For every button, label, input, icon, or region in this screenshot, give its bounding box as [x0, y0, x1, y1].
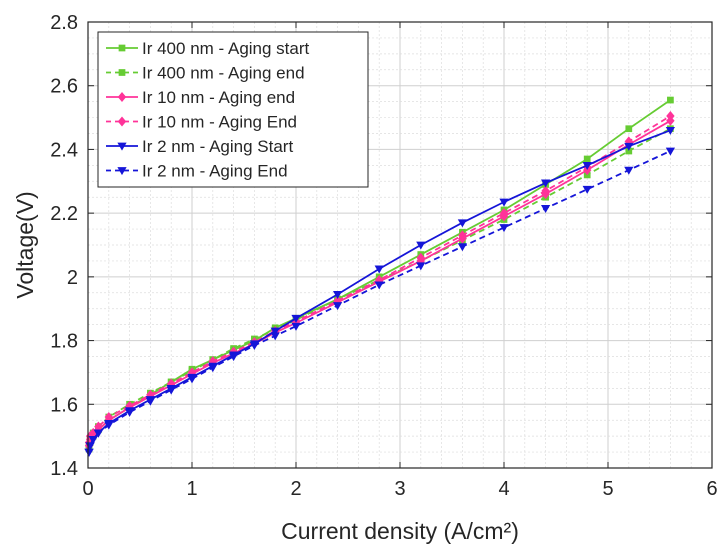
data-point [624, 142, 634, 151]
data-point [332, 291, 343, 299]
series-6 [84, 147, 676, 457]
data-point [416, 252, 425, 263]
data-point [94, 421, 103, 432]
data-point [270, 327, 280, 336]
legend-item: Ir 10 nm - Aging End [106, 113, 297, 132]
data-point [582, 161, 592, 170]
y-tick-label: 2.4 [50, 139, 78, 161]
legend-marker [117, 91, 127, 103]
series-layer [84, 96, 676, 457]
series-line [88, 115, 671, 443]
data-point [625, 147, 633, 155]
legend-label: Ir 400 nm - Aging start [142, 39, 310, 58]
data-point [88, 435, 98, 444]
data-point [499, 198, 509, 207]
x-tick-label: 1 [186, 478, 197, 500]
legend-label: Ir 400 nm - Aging end [142, 64, 305, 83]
data-point [582, 185, 592, 194]
data-point [270, 332, 280, 341]
legend-item: Ir 10 nm - Aging end [106, 88, 295, 107]
data-point [187, 367, 197, 378]
data-point [416, 262, 426, 271]
legend-item: Ir 400 nm - Aging start [106, 39, 310, 58]
y-tick-label: 1.6 [50, 394, 78, 416]
legend-label: Ir 10 nm - Aging End [142, 113, 297, 132]
legend-marker [117, 167, 127, 176]
data-point [374, 265, 384, 274]
x-tick-label: 4 [498, 478, 509, 500]
axes: 0 1 2 3 4 5 6 1.4 1.6 1.8 2 2.2 2.4 2.6 2.8 [50, 12, 717, 500]
data-point [667, 96, 674, 104]
x-tick-label: 2 [290, 478, 301, 500]
data-point [291, 322, 301, 331]
data-point [89, 427, 98, 438]
legend-item: Ir 400 nm - Aging end [106, 64, 305, 83]
data-point [665, 147, 676, 156]
y-tick-label: 1.8 [50, 331, 78, 353]
data-point [625, 125, 633, 133]
data-point [624, 166, 634, 175]
legend-box [97, 31, 369, 188]
data-point [457, 243, 468, 252]
data-point [291, 314, 301, 323]
y-tick-label: 2.6 [50, 76, 78, 98]
data-point [416, 241, 426, 250]
data-point [249, 341, 260, 350]
legend-item: Ir 2 nm - Aging End [106, 162, 288, 181]
x-tick-label: 3 [394, 478, 405, 500]
data-point [374, 281, 384, 290]
legend-item: Ir 2 nm - Aging Start [106, 137, 293, 156]
x-tick-label: 0 [82, 478, 93, 500]
data-point [104, 421, 114, 430]
data-point [228, 353, 239, 362]
data-point [124, 408, 135, 417]
data-point [666, 110, 675, 122]
data-point [499, 208, 509, 219]
y-tick-label: 2.8 [50, 12, 78, 34]
data-point [458, 230, 467, 241]
data-point [665, 126, 676, 135]
y-tick-label: 2.2 [50, 203, 78, 225]
data-point [208, 356, 217, 367]
legend-label: Ir 2 nm - Aging End [142, 162, 288, 181]
legend: Ir 400 nm - Aging start Ir 400 nm - Aging… [97, 31, 369, 188]
legend-marker [118, 44, 126, 52]
data-point [104, 411, 113, 423]
legend-marker [117, 116, 127, 127]
data-point [499, 224, 509, 233]
x-tick-label: 6 [706, 478, 717, 500]
legend-label: Ir 2 nm - Aging Start [142, 137, 293, 156]
data-point [332, 302, 343, 311]
data-point [540, 179, 551, 188]
y-tick-label: 1.4 [50, 458, 78, 480]
legend-marker [118, 69, 126, 76]
y-tick-label: 2 [67, 267, 78, 289]
data-point [583, 155, 591, 163]
data-point [208, 364, 218, 373]
data-point [145, 397, 156, 406]
x-axis-title: Current density (A/cm²) [281, 518, 519, 544]
data-point [457, 219, 468, 228]
data-point [93, 429, 104, 438]
data-point [541, 185, 550, 196]
data-point [166, 386, 176, 395]
legend-label: Ir 10 nm - Aging end [142, 88, 295, 107]
y-axis-title: Voltage(V) [12, 191, 38, 298]
data-point [540, 205, 551, 213]
data-point [187, 375, 197, 384]
legend-marker [117, 142, 127, 151]
x-tick-label: 5 [602, 478, 613, 500]
data-point [624, 136, 633, 147]
data-point [84, 448, 94, 457]
data-point [146, 389, 155, 400]
